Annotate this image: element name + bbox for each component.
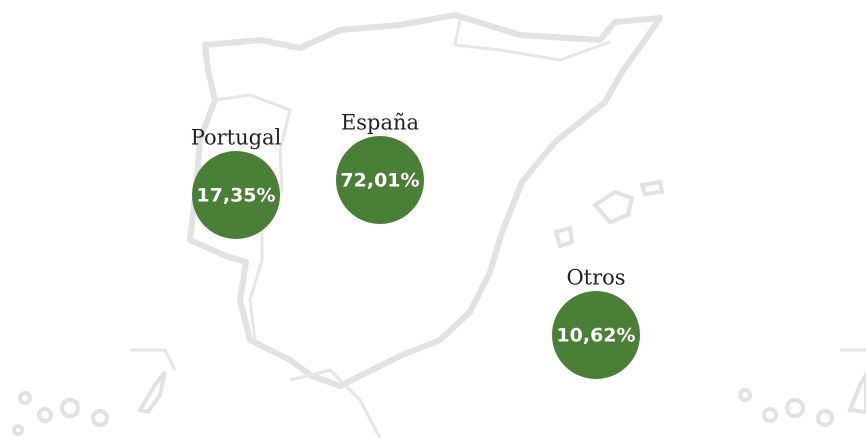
region-circle — [192, 151, 280, 239]
africa-coast — [289, 368, 382, 438]
portugal-marker: Portugal 17,35% — [191, 126, 282, 239]
region-name: España — [341, 111, 419, 135]
region-share: 10,62% — [556, 325, 635, 347]
region-share: 17,35% — [196, 185, 275, 207]
region-circle — [336, 136, 424, 224]
canary-frame-left — [130, 348, 177, 371]
region-share: 72,01% — [340, 170, 419, 192]
region-name: Otros — [566, 266, 625, 290]
mallorca — [591, 189, 635, 225]
canary-right — [738, 371, 866, 427]
otros-marker: Otros 10,62% — [552, 266, 640, 379]
region-circle — [552, 291, 640, 379]
canary-left — [12, 370, 167, 436]
region-name: Portugal — [191, 126, 282, 150]
map-outline — [12, 12, 866, 438]
menorca — [639, 179, 665, 197]
peninsula — [187, 12, 663, 389]
north-border — [453, 19, 611, 62]
portugal-border — [214, 93, 292, 341]
ibiza — [553, 225, 575, 249]
espana-marker: España 72,01% — [336, 111, 424, 224]
